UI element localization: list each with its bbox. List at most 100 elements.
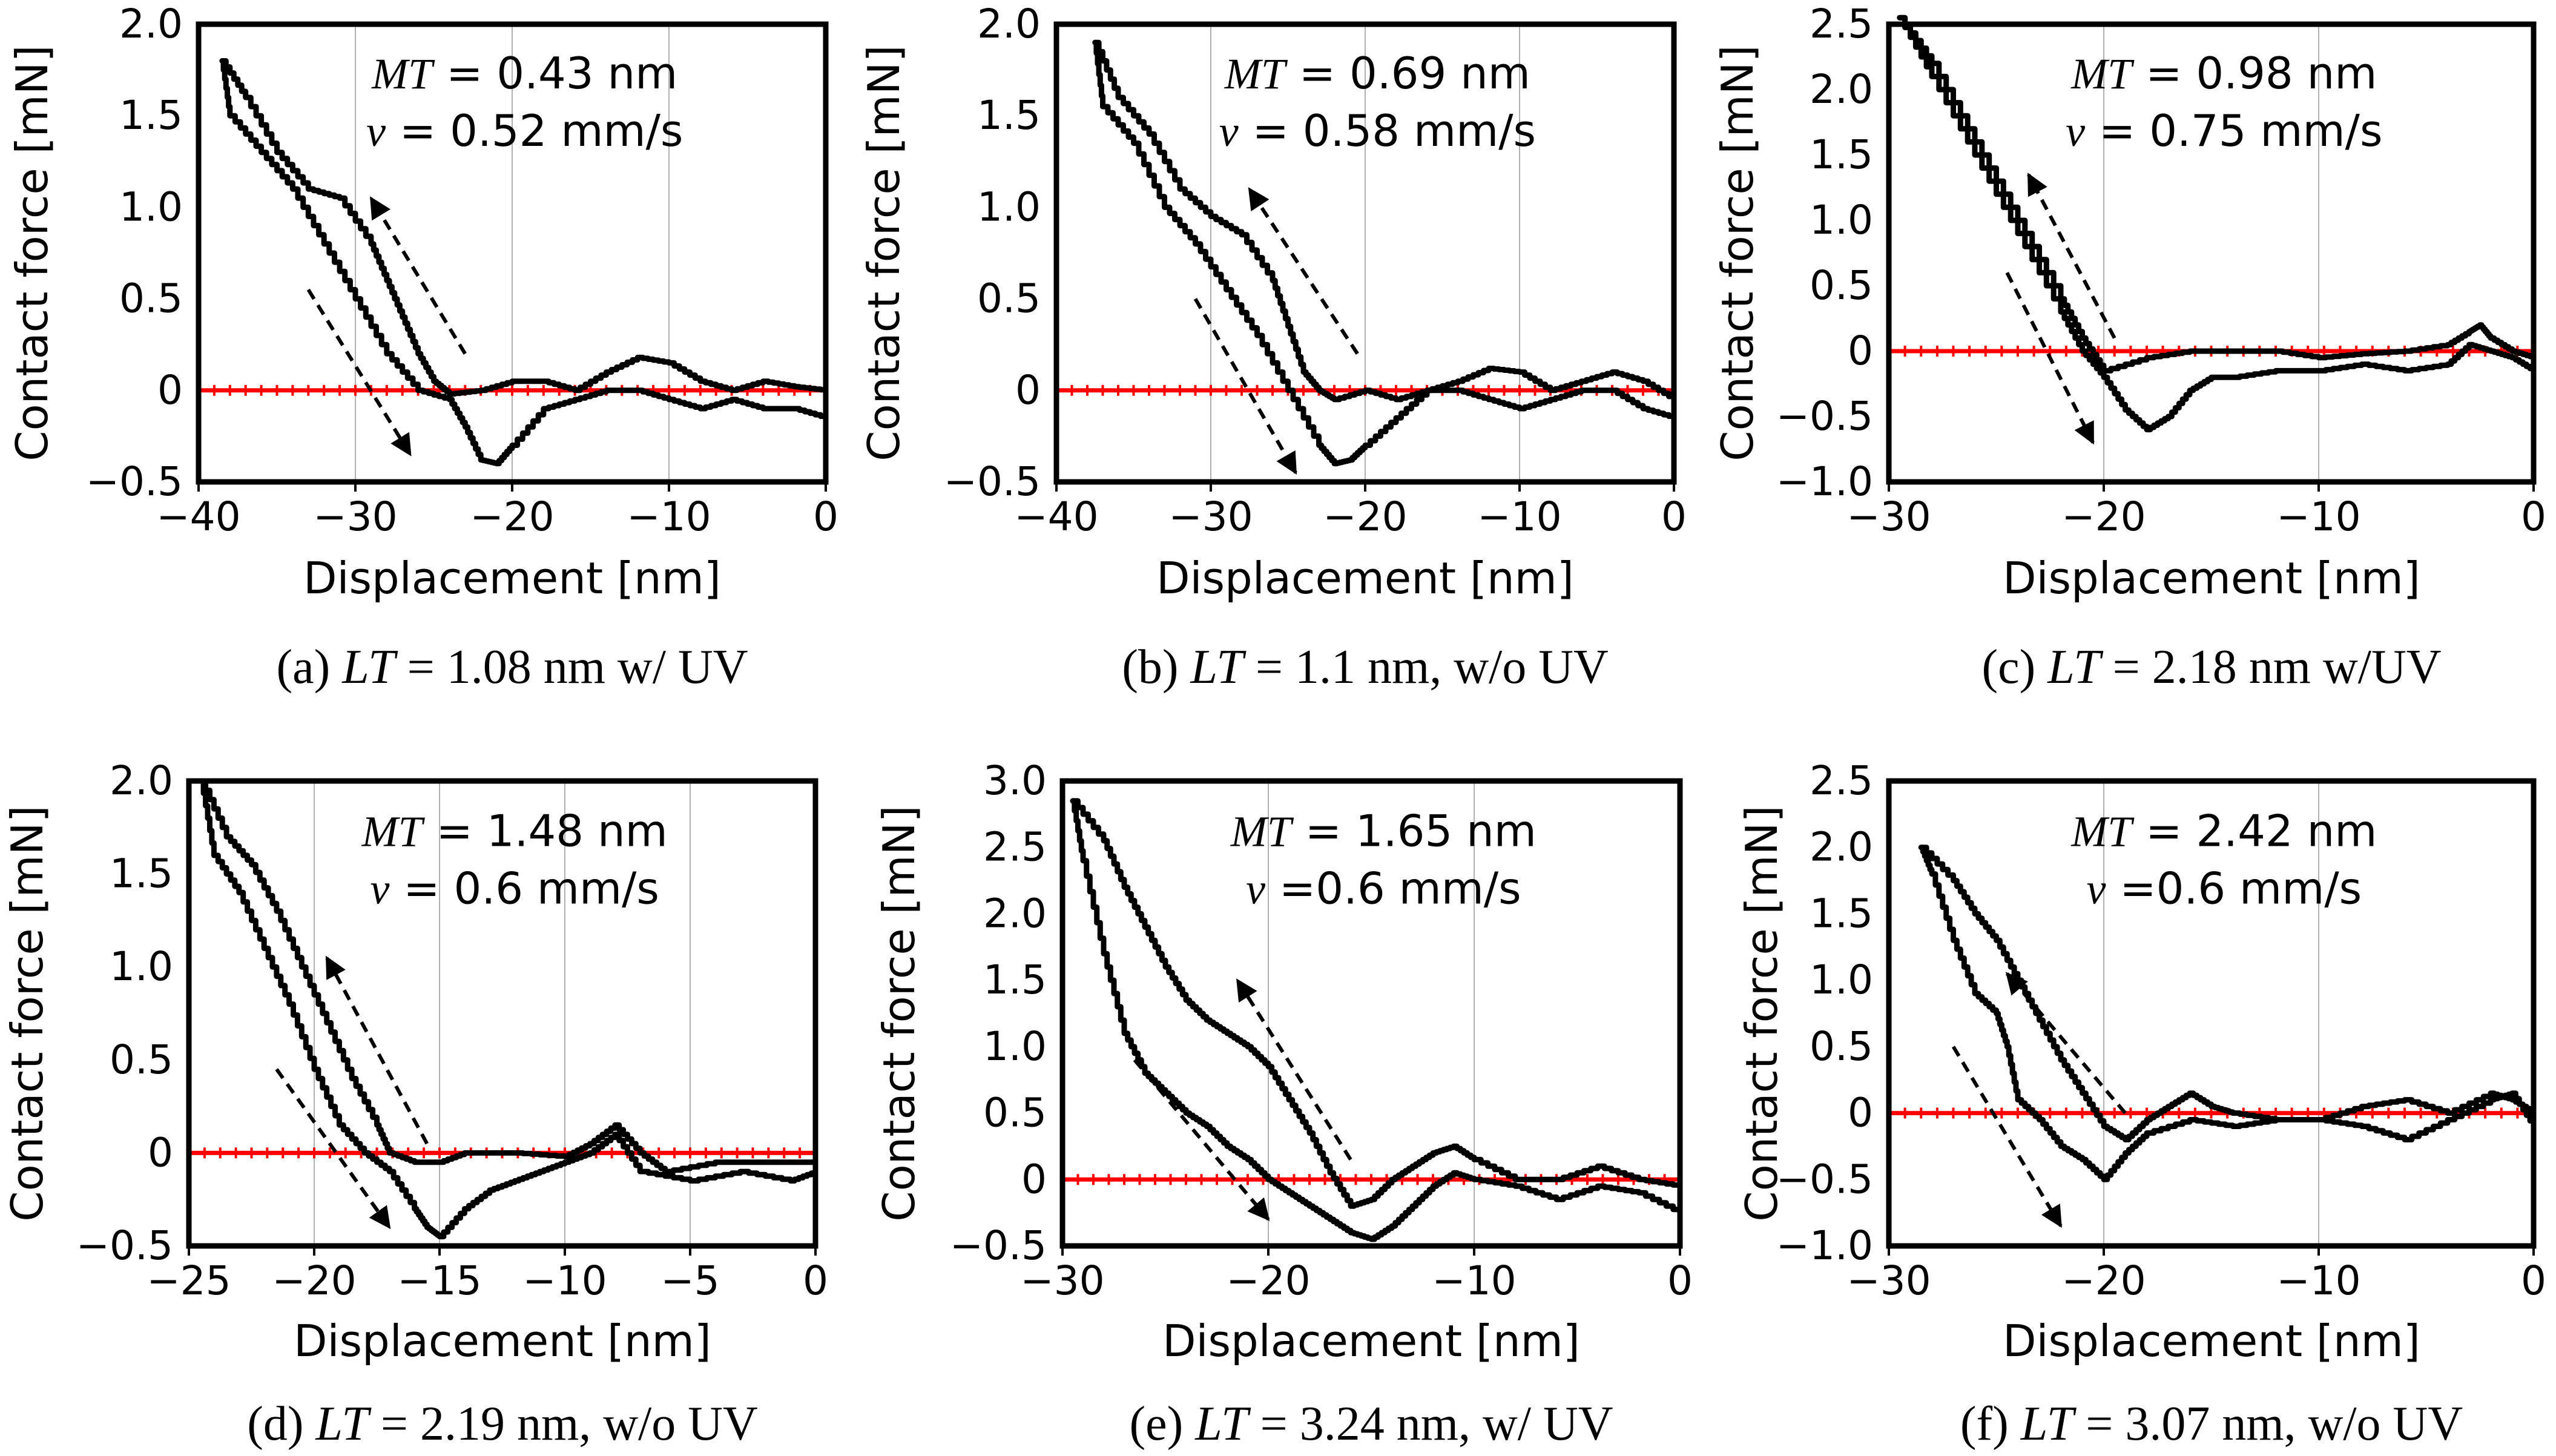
y-tick-label: 0	[1021, 1156, 1047, 1202]
x-tick-label: 0	[1667, 1257, 1693, 1304]
y-tick-label: −0.5	[944, 458, 1041, 505]
annotation-v-value: = 0.75 mm/s	[2085, 105, 2382, 156]
y-axis-label: Contact force [mN]	[7, 45, 58, 461]
x-tick-label: −10	[2276, 493, 2360, 540]
y-axis-label: Contact force [mN]	[2, 805, 53, 1221]
y-tick-label: −0.5	[950, 1222, 1047, 1269]
y-tick-label: 0.5	[977, 275, 1041, 322]
direction-arrow-down	[306, 288, 412, 456]
series-line-retract	[1918, 845, 2537, 1142]
y-tick-label: 2.0	[1810, 824, 1873, 871]
series-line-approach	[1092, 39, 1677, 467]
y-tick-label: 2.5	[983, 824, 1047, 871]
series-line-retract	[1070, 798, 1683, 1209]
caption-prefix: (b)	[1122, 641, 1190, 694]
y-tick-label: 0	[1848, 328, 1873, 374]
series-line-approach	[1897, 15, 2537, 433]
series-line-retract	[199, 778, 819, 1174]
y-tick-label: 0	[1848, 1090, 1873, 1136]
plot-frame	[1886, 778, 2537, 1249]
y-tick-label: −0.5	[86, 458, 183, 505]
panel-caption: (f) LT = 3.07 nm, w/o UV	[1960, 1397, 2463, 1451]
y-tick-label: 0.5	[983, 1090, 1047, 1136]
y-tick-label: −1.0	[1776, 1222, 1873, 1269]
x-axis-label: Displacement [nm]	[2003, 1316, 2420, 1366]
series-line-approach	[219, 58, 829, 467]
caption-suffix: = 1.1 nm, w/o UV	[1243, 641, 1609, 694]
annotation-mt: MT = 0.43 nm	[371, 48, 677, 99]
x-tick-label: 0	[1661, 493, 1687, 540]
y-tick-label: 0.5	[110, 1036, 173, 1083]
plot-frame	[1886, 21, 2537, 485]
x-tick-label: −20	[2061, 1257, 2146, 1304]
y-tick-label: 2.0	[119, 1, 183, 47]
x-tick-label: −30	[1020, 1257, 1104, 1304]
x-tick-label: −5	[660, 1257, 719, 1304]
caption-suffix: = 1.08 nm w/ UV	[395, 641, 748, 694]
x-tick-label: −20	[1226, 1257, 1310, 1304]
direction-arrow-up	[369, 196, 467, 355]
annotation-mt-var: MT	[1230, 808, 1294, 856]
x-tick-label: 0	[803, 1257, 828, 1304]
annotation-v-value: =0.6 mm/s	[2106, 863, 2362, 914]
x-tick-label: −20	[1323, 493, 1407, 540]
series-line-approach	[1918, 845, 2537, 1182]
caption-variable: LT	[1194, 1397, 1251, 1451]
y-tick-label: 1.0	[977, 183, 1041, 230]
annotation-mt-value: = 0.43 nm	[432, 48, 677, 99]
annotation-mt-value: = 0.69 nm	[1285, 48, 1530, 99]
direction-arrow-up	[1236, 978, 1352, 1161]
y-tick-label: 0.5	[1810, 1023, 1873, 1070]
x-tick-label: −30	[1846, 1257, 1931, 1304]
y-tick-label: 2.0	[1810, 66, 1873, 113]
y-tick-label: 0.5	[119, 275, 183, 322]
panel-caption: (b) LT = 1.1 nm, w/o UV	[1122, 641, 1609, 694]
caption-prefix: (a)	[276, 641, 342, 694]
direction-arrow-down	[1133, 1058, 1270, 1221]
chart-panel-f: −30 −20 −10 0 −1.0 −0.5 0 0.5 1.0 1.5 2.0 2.5 Displa…	[1736, 757, 2546, 1451]
annotation-v-value: =0.6 mm/s	[1265, 863, 1521, 914]
plot-frame	[1059, 778, 1683, 1249]
x-tick-label: −20	[272, 1257, 356, 1304]
x-axis-label: Displacement [nm]	[303, 553, 721, 604]
series-line-retract	[1897, 15, 2537, 374]
y-tick-label: 1.5	[119, 92, 183, 139]
y-tick-label: 1.0	[110, 943, 173, 990]
x-tick-label: −10	[1432, 1257, 1516, 1304]
y-tick-label: 0.5	[1810, 262, 1873, 309]
annotation-v-var: v	[1219, 107, 1239, 156]
annotation-v-var: v	[2066, 107, 2085, 156]
y-tick-label: 2.0	[977, 1, 1041, 47]
y-tick-label: 1.0	[1810, 197, 1873, 243]
annotation-mt-value: = 0.98 nm	[2132, 48, 2377, 99]
x-tick-label: −25	[147, 1257, 231, 1304]
y-tick-label: 0	[157, 367, 183, 413]
x-tick-label: −30	[1846, 493, 1931, 540]
x-tick-label: −40	[156, 493, 240, 540]
annotation-mt-var: MT	[1224, 50, 1288, 98]
caption-suffix: = 2.19 nm, w/o UV	[369, 1397, 758, 1451]
y-tick-label: 2.0	[110, 757, 173, 804]
x-tick-label: −40	[1014, 493, 1098, 540]
panel-caption: (a) LT = 1.08 nm w/ UV	[276, 641, 748, 694]
annotation-mt-var: MT	[2070, 50, 2135, 98]
y-tick-label: 2.5	[1810, 757, 1873, 804]
panel-caption: (d) LT = 2.19 nm, w/o UV	[247, 1397, 758, 1451]
x-tick-label: 0	[813, 493, 838, 540]
y-tick-label: −1.0	[1776, 458, 1873, 505]
annotation-v-var: v	[1246, 865, 1265, 914]
x-tick-label: −30	[313, 493, 397, 540]
y-tick-label: 0	[1015, 367, 1041, 413]
y-tick-label: −0.5	[1776, 393, 1873, 440]
y-axis-label: Contact force [mN]	[1736, 805, 1787, 1221]
annotation-mt-var: MT	[371, 50, 435, 98]
direction-arrow-down	[2005, 272, 2095, 445]
caption-variable: LT	[1190, 641, 1247, 694]
x-axis-label: Displacement [nm]	[2003, 553, 2420, 604]
y-tick-label: 1.0	[119, 183, 183, 230]
annotation-v: v =0.6 mm/s	[1246, 863, 1521, 914]
y-tick-label: 1.5	[110, 851, 173, 897]
annotation-v-var: v	[370, 865, 389, 914]
y-tick-label: −0.5	[76, 1222, 173, 1269]
